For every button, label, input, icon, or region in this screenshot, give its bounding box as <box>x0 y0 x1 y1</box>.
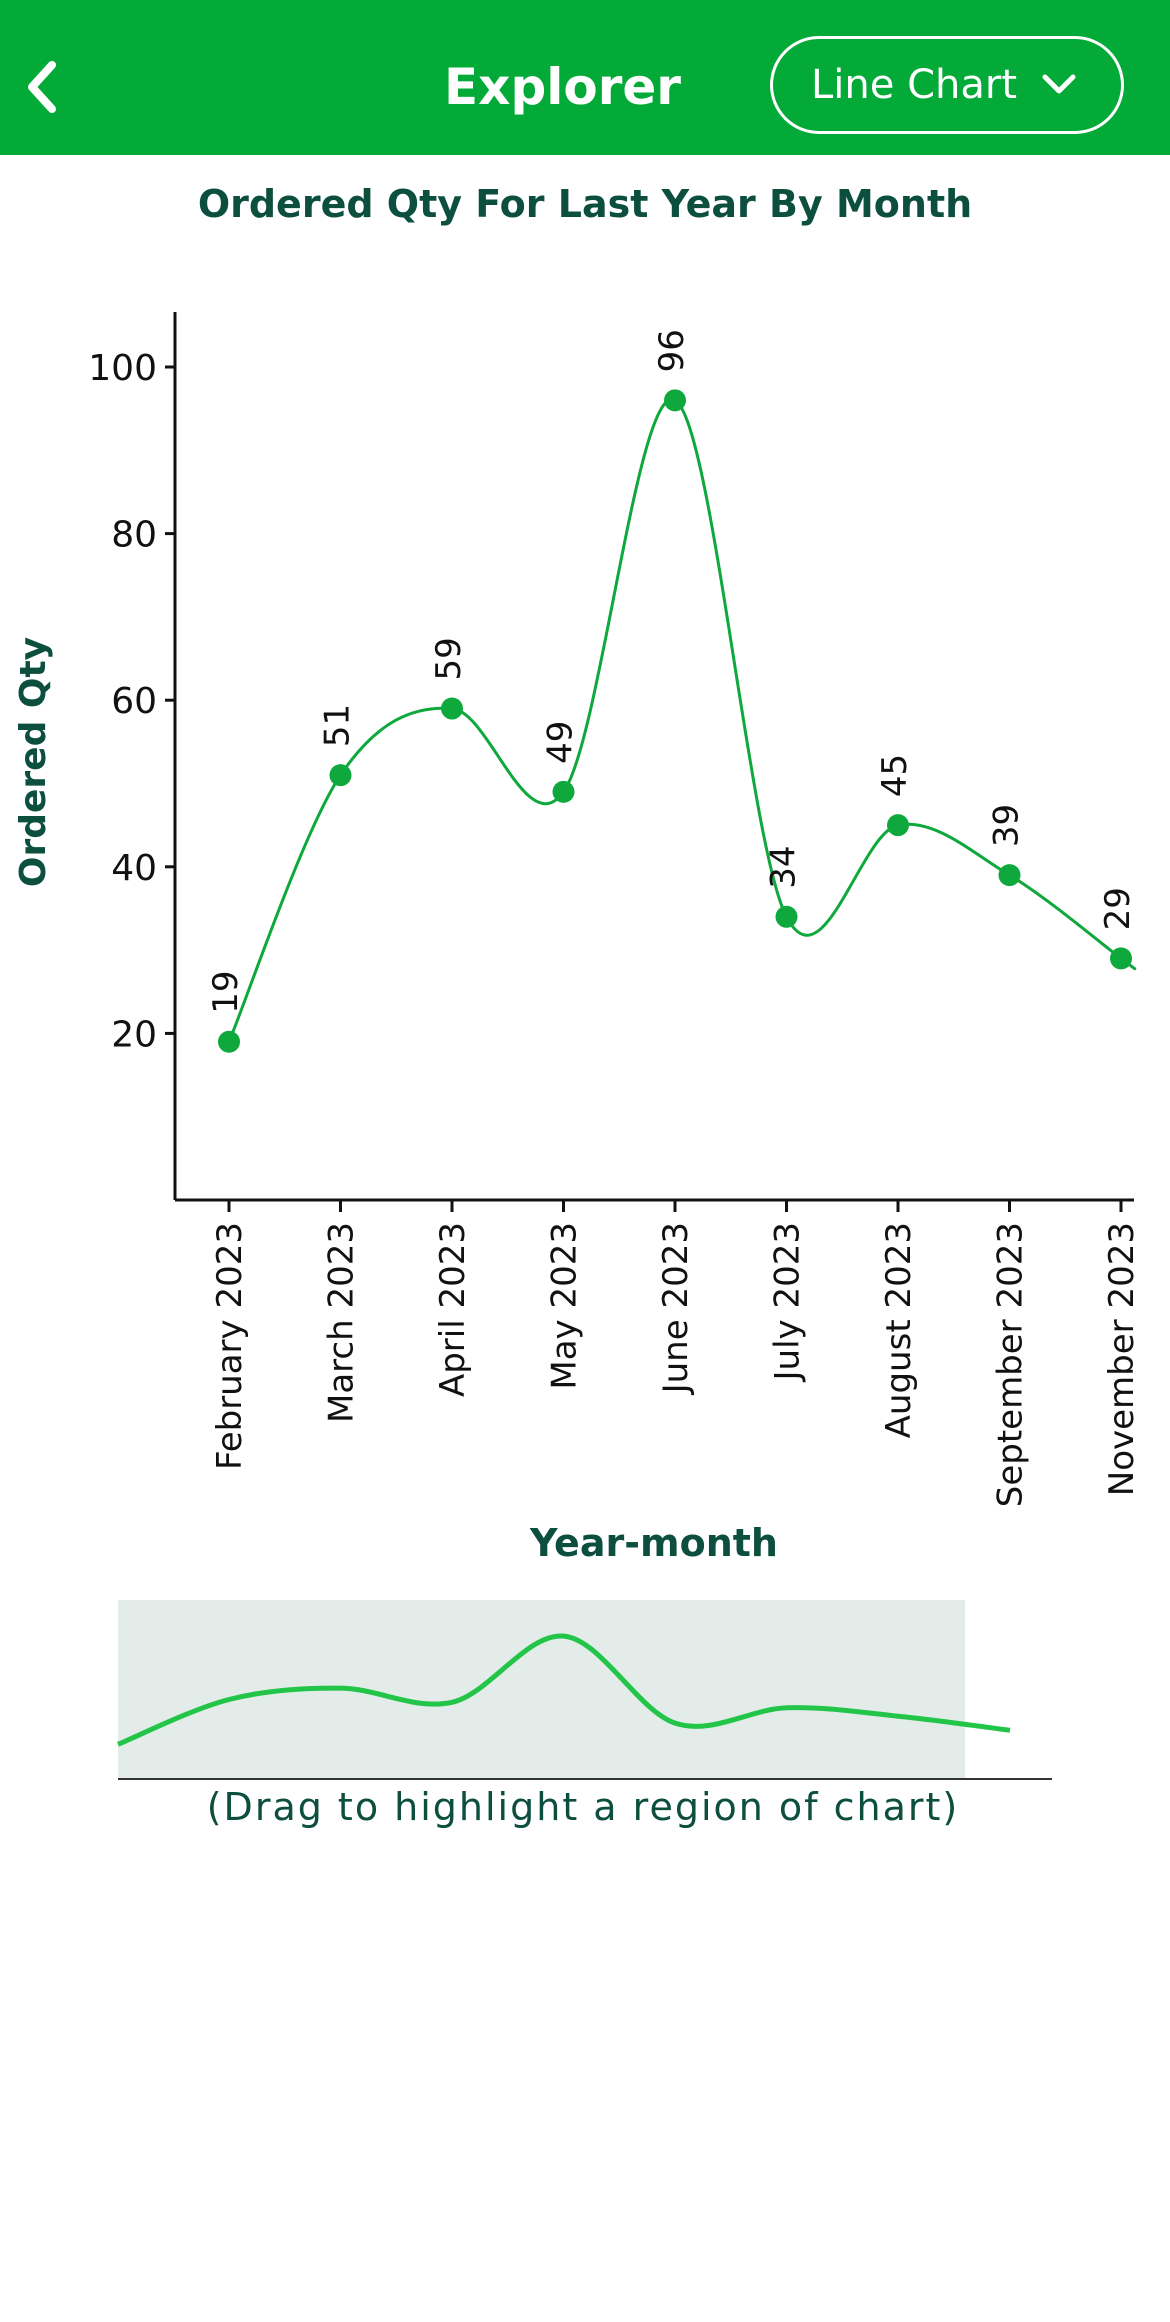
data-label: 51 <box>318 704 358 747</box>
brush-hint: (Drag to highlight a region of chart) <box>206 1785 960 1829</box>
brush-selection[interactable] <box>118 1600 965 1778</box>
app-header: Explorer Line Chart <box>0 0 1170 155</box>
data-point[interactable] <box>887 814 909 837</box>
y-tick-label: 20 <box>111 1014 157 1055</box>
x-tick-label: July 2023 <box>768 1222 808 1382</box>
x-tick-label: November 2023 <box>1102 1222 1142 1496</box>
y-tick-label: 80 <box>111 515 157 556</box>
chevron-left-icon <box>28 61 56 113</box>
data-point[interactable] <box>775 905 798 928</box>
x-axis: February 2023 March 2023 April 2023 May 202… <box>175 1198 1142 1507</box>
x-tick-label: September 2023 <box>991 1222 1031 1507</box>
x-tick-label: March 2023 <box>322 1222 362 1423</box>
back-button[interactable] <box>14 55 70 119</box>
data-point[interactable] <box>218 1030 240 1053</box>
data-point[interactable] <box>664 389 686 412</box>
x-axis-title: Year-month <box>529 1521 778 1565</box>
data-point[interactable] <box>329 764 352 787</box>
data-label: 34 <box>764 846 804 889</box>
chevron-down-icon <box>1042 74 1076 94</box>
data-label: 59 <box>429 637 469 680</box>
y-axis: 20 40 60 80 100 <box>88 312 177 1200</box>
y-tick-label: 100 <box>88 348 157 389</box>
data-point[interactable] <box>441 697 463 720</box>
data-label: 29 <box>1098 887 1138 930</box>
chart-type-dropdown[interactable]: Line Chart <box>770 36 1124 134</box>
data-points: 19 51 59 49 96 34 45 39 29 <box>206 329 1138 1053</box>
y-axis-title: Ordered Qty <box>13 637 54 887</box>
x-tick-label: February 2023 <box>210 1222 250 1470</box>
data-label: 39 <box>987 804 1027 847</box>
data-point[interactable] <box>552 780 575 803</box>
brush-overview[interactable] <box>0 0 1170 1800</box>
data-label: 19 <box>206 970 246 1013</box>
data-point[interactable] <box>998 864 1021 887</box>
x-tick-label: August 2023 <box>879 1222 919 1438</box>
page-title: Explorer <box>444 58 681 116</box>
chart-title: Ordered Qty For Last Year By Month <box>197 182 973 226</box>
x-tick-label: May 2023 <box>545 1222 585 1390</box>
chart-type-label: Line Chart <box>811 62 1017 108</box>
data-point[interactable] <box>1110 947 1132 970</box>
overview-line <box>117 1633 1011 1747</box>
data-label: 49 <box>541 721 581 764</box>
data-label: 96 <box>652 329 692 372</box>
data-label: 45 <box>875 754 915 797</box>
y-tick-label: 60 <box>111 681 157 722</box>
series-line <box>227 398 1137 1043</box>
x-tick-label: June 2023 <box>656 1222 696 1395</box>
y-tick-label: 40 <box>111 848 157 889</box>
line-chart[interactable]: 20 40 60 80 100 February 2023 March 2023 April… <box>0 0 1170 1620</box>
x-tick-label: April 2023 <box>433 1222 473 1397</box>
